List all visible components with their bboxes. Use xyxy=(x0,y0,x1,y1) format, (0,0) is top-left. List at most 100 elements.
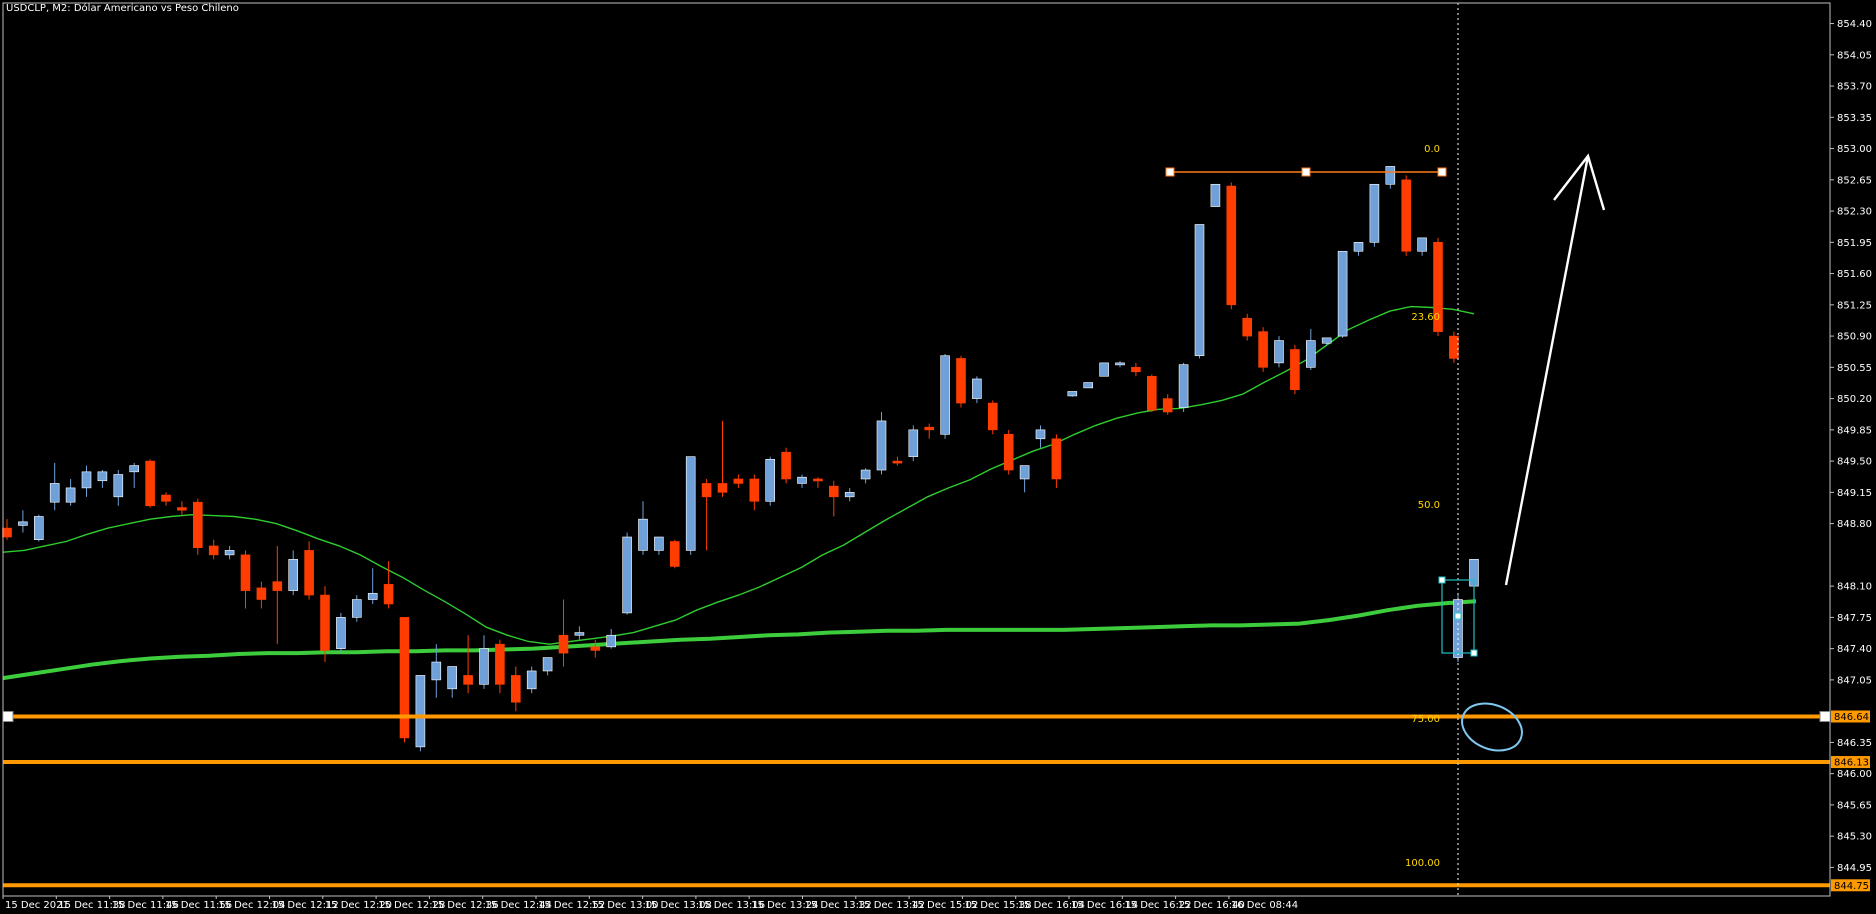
candle-body xyxy=(844,492,855,498)
bullish-candle xyxy=(415,675,426,752)
level-handle-right[interactable] xyxy=(1819,711,1831,723)
y-tick-label: 849.50 xyxy=(1837,457,1872,468)
candle-body xyxy=(797,476,807,484)
price-level-line[interactable]: 846.13 xyxy=(3,756,1870,769)
slow-moving-average-layer xyxy=(2,599,1477,681)
bearish-candle xyxy=(1242,313,1252,341)
bearish-candle xyxy=(1162,394,1173,415)
rectangle-handle[interactable] xyxy=(1470,649,1478,657)
x-tick-label: 15 Dec 16:22 xyxy=(1124,900,1191,911)
candle-body xyxy=(1242,317,1252,337)
candle-body xyxy=(1449,335,1459,359)
bullish-candle xyxy=(972,376,982,404)
candle-body xyxy=(383,584,394,605)
y-tick-label: 847.75 xyxy=(1837,613,1872,624)
y-tick-label: 849.85 xyxy=(1837,425,1872,436)
bullish-candle xyxy=(336,612,346,654)
candle-body xyxy=(765,459,776,502)
candle-body xyxy=(240,554,251,591)
x-tick-label: 15 Dec 11:56 xyxy=(165,900,232,911)
candle-body xyxy=(272,581,283,591)
bearish-candle xyxy=(1051,434,1062,488)
bearish-candle xyxy=(956,355,966,408)
candle-body xyxy=(638,518,648,551)
bearish-candle xyxy=(320,586,330,663)
candle-body xyxy=(33,516,44,540)
bearish-candle xyxy=(892,456,903,466)
arrow-shaft[interactable] xyxy=(1504,155,1590,586)
x-tick-label: 15 Dec 12:28 xyxy=(378,900,445,911)
x-tick-label: 15 Dec 16:14 xyxy=(1071,900,1138,911)
candle-body xyxy=(526,670,537,690)
horizontal-levels-layer[interactable]: 846.64 846.13 844.75 xyxy=(2,710,1870,892)
bullish-candle xyxy=(654,536,664,555)
arrow-head[interactable] xyxy=(1553,153,1606,211)
candle-body xyxy=(1162,398,1173,413)
bullish-arrow[interactable] xyxy=(1504,153,1606,586)
bullish-candle xyxy=(685,456,696,555)
price-level-tag xyxy=(1831,756,1870,769)
x-tick-label: 15 Dec 16:40 xyxy=(1178,900,1245,911)
highlight-ellipse[interactable] xyxy=(1455,695,1529,759)
fib-level-label: 75.00 xyxy=(1411,714,1440,725)
fast-ma-line xyxy=(2,305,1475,645)
bearish-candle xyxy=(924,423,935,439)
x-tick-label: 15 Dec 12:44 xyxy=(485,900,552,911)
bullish-candle xyxy=(860,468,871,484)
trendline-handle[interactable] xyxy=(1165,167,1175,177)
bearish-candle xyxy=(272,545,283,645)
price-level-tag-label: 846.13 xyxy=(1834,758,1869,769)
bullish-candle xyxy=(49,462,60,511)
y-tick-label: 852.30 xyxy=(1837,207,1872,218)
bullish-candle xyxy=(129,462,139,488)
y-tick-label: 849.15 xyxy=(1837,488,1872,499)
candle-body xyxy=(574,632,585,636)
y-tick-label: 850.55 xyxy=(1837,363,1872,374)
candle-body xyxy=(193,501,203,549)
bearish-candle xyxy=(828,480,839,517)
bullish-candle xyxy=(1067,391,1078,397)
bullish-candle xyxy=(288,550,299,596)
candle-body xyxy=(97,471,108,482)
candle-body xyxy=(940,355,950,435)
price-level-line[interactable]: 846.64 xyxy=(2,710,1870,724)
bullish-candle xyxy=(224,545,235,560)
rectangle-handle[interactable] xyxy=(1454,612,1462,620)
slow-ma-line xyxy=(2,599,1477,681)
bullish-candle xyxy=(908,425,919,462)
level-handle-left[interactable] xyxy=(2,711,14,723)
drawings-layer[interactable]: 0.0 23.60 50.0 75.00 100.00 xyxy=(1165,3,1606,896)
x-tick-label: 15 Dec 16:04 xyxy=(1018,900,1085,911)
price-level-line[interactable]: 844.75 xyxy=(3,879,1870,892)
candle-body xyxy=(542,657,553,672)
bearish-candle xyxy=(701,478,712,551)
x-tick-label: 15 Dec 12:20 xyxy=(325,900,392,911)
candle-body xyxy=(145,460,155,507)
trendline-handle[interactable] xyxy=(1301,167,1311,177)
bearish-candle xyxy=(733,474,744,488)
candle-body xyxy=(336,617,346,649)
rectangle-handle[interactable] xyxy=(1438,576,1446,584)
candle-body xyxy=(1035,429,1046,440)
bullish-candle xyxy=(1194,224,1205,359)
rectangle-outline[interactable] xyxy=(1441,579,1475,654)
selection-rectangle[interactable] xyxy=(1438,576,1478,657)
candle-body xyxy=(320,594,330,651)
bearish-candle xyxy=(1433,237,1443,337)
candle-body xyxy=(1353,242,1364,252)
trendline-handle[interactable] xyxy=(1437,167,1447,177)
resistance-trendline[interactable] xyxy=(1165,167,1447,177)
candle-body xyxy=(161,494,171,502)
candle-body xyxy=(447,666,458,690)
candle-body xyxy=(1210,183,1221,207)
candle-body xyxy=(2,527,12,538)
fib-level-label: 0.0 xyxy=(1424,144,1440,155)
bearish-candle xyxy=(1401,175,1411,256)
x-tick-label: 15 Dec 12:36 xyxy=(431,900,498,911)
candle-body xyxy=(495,643,505,685)
bullish-candle xyxy=(1321,337,1332,346)
candle-body xyxy=(1369,183,1380,243)
candle-body xyxy=(558,634,569,654)
y-tick-label: 850.90 xyxy=(1837,332,1872,343)
